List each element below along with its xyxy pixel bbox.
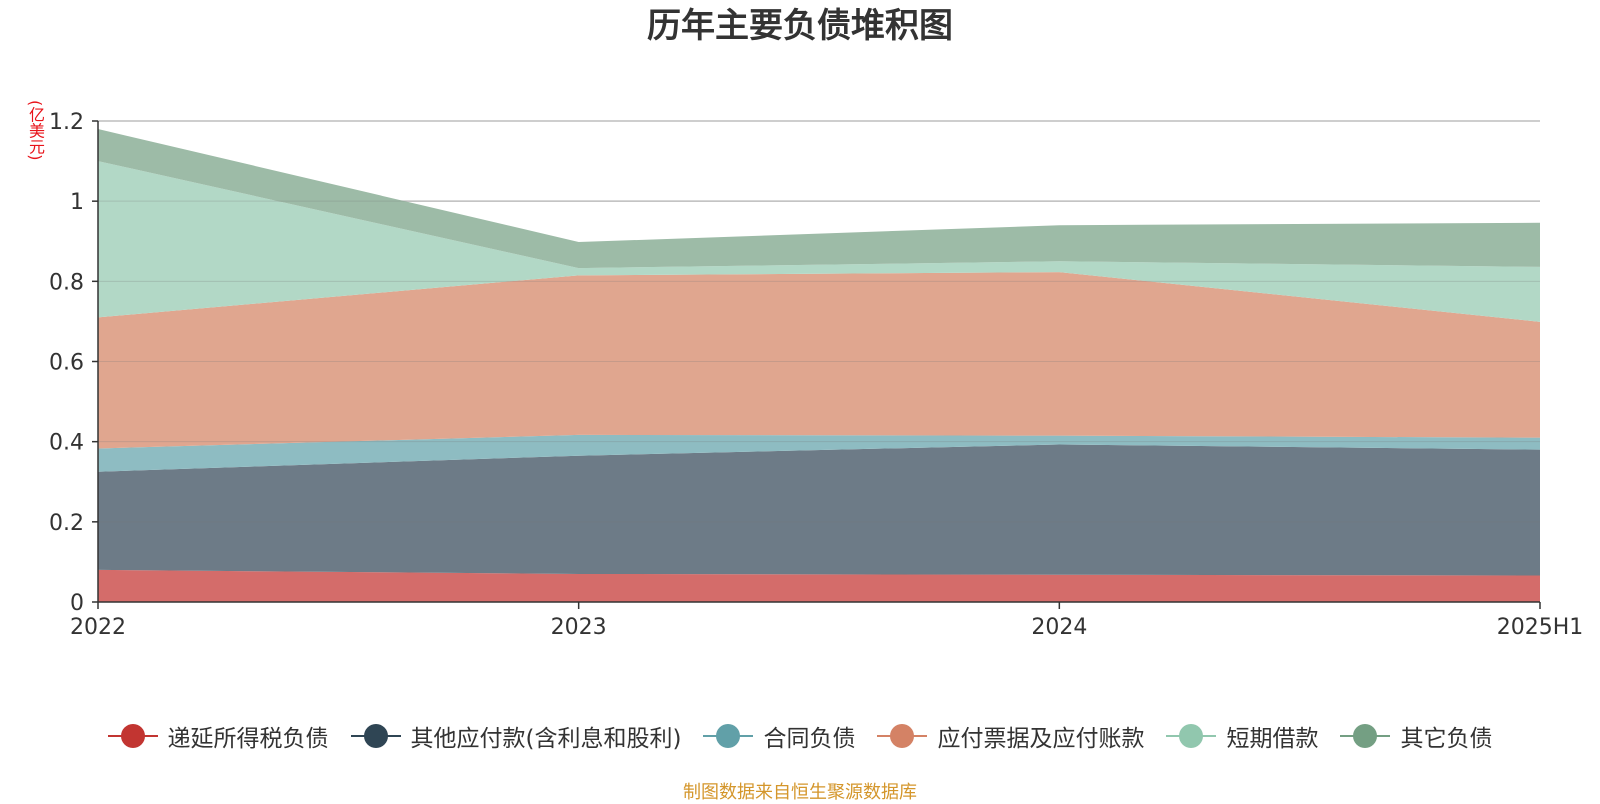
legend-label: 合同负债 <box>763 726 856 752</box>
y-tick-label: 0 <box>70 591 84 616</box>
legend-item[interactable]: 递延所得税负债 <box>107 719 329 753</box>
series-area-5 <box>98 129 1540 269</box>
legend-marker-icon <box>107 724 158 748</box>
x-tick-label: 2023 <box>551 615 607 640</box>
series-area-3 <box>98 272 1540 449</box>
x-tick-label: 2024 <box>1031 615 1087 640</box>
legend-marker-icon <box>703 724 754 748</box>
stacked-area-chart: 0 0.2 0.4 0.6 0.8 1 1.2 2022 2023 2024 2025H1 <box>49 110 1583 640</box>
chart-title: 历年主要负债堆积图 <box>647 6 953 46</box>
legend-label: 其它负债 <box>1400 726 1493 752</box>
y-tick-label: 1 <box>70 190 84 215</box>
legend-label: 短期借款 <box>1226 726 1319 752</box>
series-area-1 <box>98 444 1540 576</box>
y-tick-label: 0.4 <box>49 431 84 456</box>
legend-marker-icon <box>1340 724 1391 748</box>
x-tick-label: 2025H1 <box>1497 615 1584 640</box>
legend-label: 应付票据及应付账款 <box>937 726 1145 752</box>
area-series <box>98 120 1540 602</box>
series-area-4 <box>98 161 1540 322</box>
y-tick-label: 1.2 <box>49 110 84 135</box>
series-area-2 <box>98 434 1540 472</box>
y-tick-label: 0.2 <box>49 511 84 536</box>
legend-item[interactable]: 其他应付款(含利息和股利) <box>350 719 682 753</box>
series-area-0 <box>98 569 1540 602</box>
y-axis-unit-label: (亿美元) <box>26 100 45 161</box>
legend: 递延所得税负债 其他应付款(含利息和股利) 合同负债 应付票据及应付账款 短期借款 其它负… <box>0 716 1600 756</box>
legend-label: 其他应付款(含利息和股利) <box>410 726 682 752</box>
legend-label: 递延所得税负债 <box>167 726 329 752</box>
legend-item[interactable]: 其它负债 <box>1340 719 1492 753</box>
x-tick-label: 2022 <box>70 615 126 640</box>
legend-marker-icon <box>877 724 928 748</box>
legend-item[interactable]: 合同负债 <box>703 719 855 753</box>
y-tick-label: 0.6 <box>49 351 84 376</box>
y-tick-label: 0.8 <box>49 270 84 295</box>
legend-marker-icon <box>350 724 401 748</box>
axes: 0 0.2 0.4 0.6 0.8 1 1.2 2022 2023 2024 2025H1 <box>49 110 1583 640</box>
legend-item[interactable]: 短期借款 <box>1166 719 1318 753</box>
legend-item[interactable]: 应付票据及应付账款 <box>877 719 1144 753</box>
data-source-note: 制图数据来自恒生聚源数据库 <box>683 782 917 803</box>
legend-marker-icon <box>1166 724 1217 748</box>
